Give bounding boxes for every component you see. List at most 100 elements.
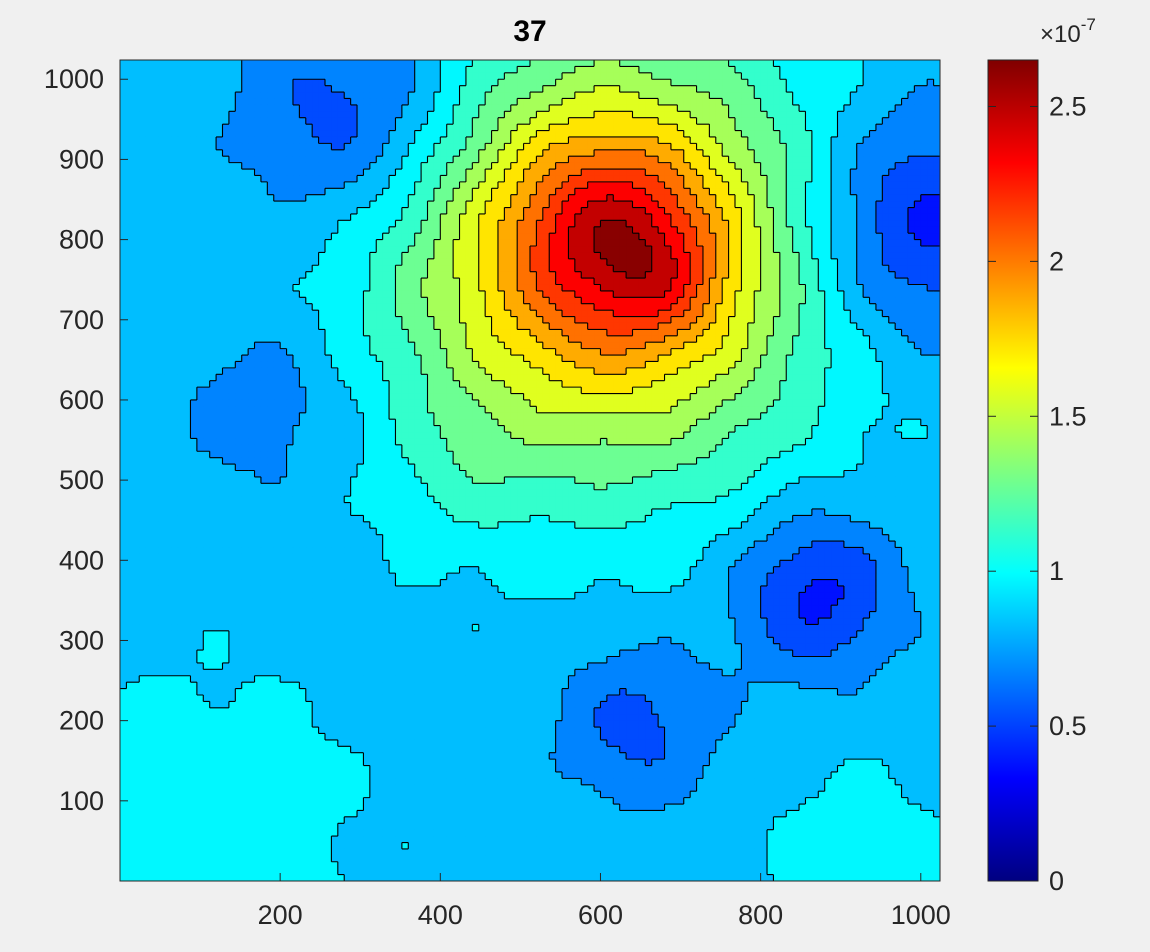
contour-cell (869, 98, 877, 106)
contour-cell (709, 66, 717, 74)
contour-cell (312, 258, 320, 266)
contour-cell (594, 188, 602, 196)
contour-cell (427, 92, 435, 100)
contour-cell (914, 233, 922, 241)
contour-cell (632, 104, 640, 112)
contour-cell (152, 162, 160, 170)
contour-cell (228, 297, 236, 305)
contour-cell (811, 124, 819, 132)
contour-cell (779, 162, 787, 170)
contour-cell (875, 213, 883, 221)
contour-cell (927, 130, 935, 138)
contour-cell (478, 98, 486, 106)
contour-cell (286, 194, 294, 202)
contour-cell (741, 226, 749, 234)
contour-cell (222, 136, 230, 144)
contour-cell (645, 169, 653, 177)
contour-cell (305, 111, 313, 119)
contour-cell (626, 85, 634, 93)
contour-cell (907, 258, 915, 266)
contour-cell (792, 233, 800, 241)
contour-cell (164, 117, 172, 125)
contour-cell (805, 303, 813, 311)
contour-cell (715, 297, 723, 305)
contour-cell (292, 136, 300, 144)
contour-cell (773, 130, 781, 138)
contour-cell (203, 130, 211, 138)
contour-cell (164, 72, 172, 80)
contour-cell (459, 60, 467, 68)
contour-cell (574, 201, 582, 209)
contour-cell (267, 239, 275, 247)
contour-cell (491, 265, 499, 273)
contour-cell (235, 175, 243, 183)
contour-cell (863, 278, 871, 286)
contour-cell (260, 130, 268, 138)
contour-cell (216, 284, 224, 292)
contour-cell (235, 213, 243, 221)
contour-cell (536, 246, 544, 254)
contour-cell (843, 271, 851, 279)
contour-cell (120, 201, 128, 209)
contour-cell (241, 98, 249, 106)
contour-cell (376, 111, 384, 119)
contour-cell (555, 194, 563, 202)
contour-cell (305, 284, 313, 292)
contour-cell (875, 175, 883, 183)
contour-cell (216, 156, 224, 164)
contour-cell (363, 207, 371, 215)
contour-cell (728, 297, 736, 305)
contour-cell (722, 162, 730, 170)
contour-cell (799, 98, 807, 106)
contour-cell (702, 117, 710, 125)
contour-cell (132, 239, 140, 247)
contour-cell (325, 149, 333, 157)
contour-cell (196, 124, 204, 132)
contour-cell (914, 220, 922, 228)
contour-cell (920, 181, 928, 189)
contour-cell (280, 278, 288, 286)
contour-cell (690, 111, 698, 119)
contour-cell (427, 136, 435, 144)
contour-cell (421, 194, 429, 202)
contour-cell (523, 271, 531, 279)
contour-cell (427, 72, 435, 80)
contour-cell (735, 271, 743, 279)
contour-cell (920, 136, 928, 144)
contour-cell (325, 136, 333, 144)
contour-cell (760, 278, 768, 286)
contour-cell (260, 175, 268, 183)
contour-cell (517, 213, 525, 221)
contour-cell (286, 156, 294, 164)
contour-cell (696, 98, 704, 106)
contour-cell (568, 297, 576, 305)
contour-cell (376, 201, 384, 209)
contour-cell (645, 162, 653, 170)
contour-cell (927, 175, 935, 183)
contour-cell (395, 207, 403, 215)
contour-cell (702, 201, 710, 209)
contour-cell (664, 169, 672, 177)
contour-cell (632, 98, 640, 106)
contour-cell (831, 188, 839, 196)
contour-cell (677, 201, 685, 209)
contour-cell (389, 258, 397, 266)
contour-cell (542, 207, 550, 215)
contour-cell (530, 246, 538, 254)
contour-cell (158, 213, 166, 221)
contour-cell (248, 85, 256, 93)
contour-cell (427, 201, 435, 209)
contour-cell (305, 156, 313, 164)
contour-cell (741, 207, 749, 215)
contour-cell (331, 278, 339, 286)
contour-cell (530, 169, 538, 177)
contour-cell (497, 213, 505, 221)
contour-cell (139, 143, 147, 151)
contour-cell (888, 303, 896, 311)
contour-cell (831, 104, 839, 112)
contour-cell (299, 92, 307, 100)
contour-cell (927, 278, 935, 286)
contour-cell (190, 213, 198, 221)
contour-cell (139, 79, 147, 87)
contour-cell (850, 278, 858, 286)
